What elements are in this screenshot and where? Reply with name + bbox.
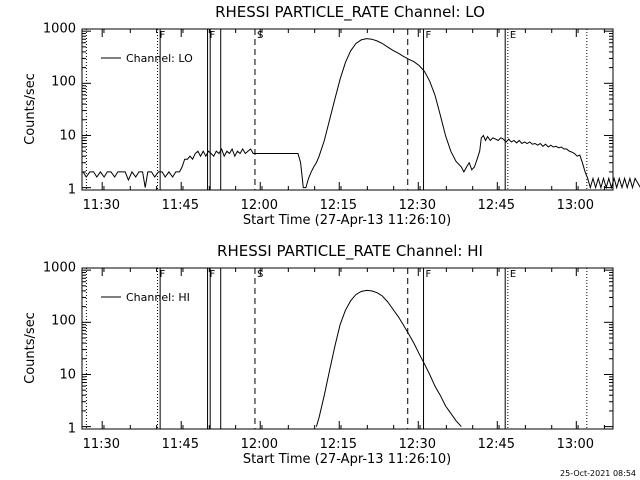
- y-axis-label-hi: Counts/sec: [23, 312, 38, 384]
- y-tick-label: 1000: [43, 261, 76, 276]
- legend-label-hi: Channel: HI: [126, 291, 190, 304]
- y-tick-label: 1: [68, 422, 76, 437]
- series-line-lo: [82, 38, 640, 190]
- x-tick-label: 12:00: [241, 198, 278, 213]
- x-tick-label: 12:45: [478, 437, 515, 452]
- x-tick-label: 12:45: [478, 198, 515, 213]
- axis-ticks-lo: [82, 29, 613, 190]
- x-tick-label: 11:45: [162, 437, 199, 452]
- plot-frame-lo: [81, 28, 614, 191]
- y-tick-label: 1: [68, 183, 76, 198]
- event-marker-label: E: [510, 30, 516, 41]
- plot-frame-hi: [81, 267, 614, 430]
- y-tick-label: 1000: [43, 22, 76, 37]
- series-line-hi: [315, 289, 462, 427]
- event-marker-label: F: [160, 30, 166, 41]
- chart-title-hi: RHESSI PARTICLE_RATE Channel: HI: [217, 242, 483, 261]
- chart-title-lo: RHESSI PARTICLE_RATE Channel: LO: [215, 3, 485, 22]
- y-tick-label: 100: [51, 75, 76, 90]
- x-tick-label: 13:00: [557, 198, 594, 213]
- event-marker-label: F: [426, 30, 432, 41]
- y-tick-label: 10: [59, 129, 76, 144]
- x-tick-label: 11:30: [83, 198, 120, 213]
- x-tick-label: 12:00: [241, 437, 278, 452]
- axis-ticks-hi: [82, 268, 613, 429]
- y-tick-label: 10: [59, 368, 76, 383]
- legend-label-lo: Channel: LO: [126, 52, 193, 65]
- event-marker-label: F: [426, 269, 432, 280]
- x-axis-label-hi: Start Time (27-Apr-13 11:26:10): [243, 452, 451, 467]
- y-tick-label: 100: [51, 314, 76, 329]
- event-marker-label: E: [510, 269, 516, 280]
- x-tick-label: 11:30: [83, 437, 120, 452]
- x-tick-label: 12:15: [320, 198, 357, 213]
- plot-timestamp: 25-Oct-2021 08:54: [560, 469, 636, 478]
- x-tick-label: 12:30: [399, 437, 436, 452]
- x-tick-label: 11:45: [162, 198, 199, 213]
- chart-panel-lo: RHESSI PARTICLE_RATE Channel: LO FFSFE 1…: [23, 3, 640, 228]
- x-tick-label: 13:00: [557, 437, 594, 452]
- x-axis-label-lo: Start Time (27-Apr-13 11:26:10): [243, 213, 451, 228]
- event-marker-label: F: [210, 30, 216, 41]
- chart-panel-hi: RHESSI PARTICLE_RATE Channel: HI FFSFE 1…: [23, 242, 614, 467]
- event-marker-label: F: [210, 269, 216, 280]
- x-tick-label: 12:15: [320, 437, 357, 452]
- event-marker-label: F: [160, 269, 166, 280]
- y-axis-label-lo: Counts/sec: [23, 73, 38, 145]
- x-tick-label: 12:30: [399, 198, 436, 213]
